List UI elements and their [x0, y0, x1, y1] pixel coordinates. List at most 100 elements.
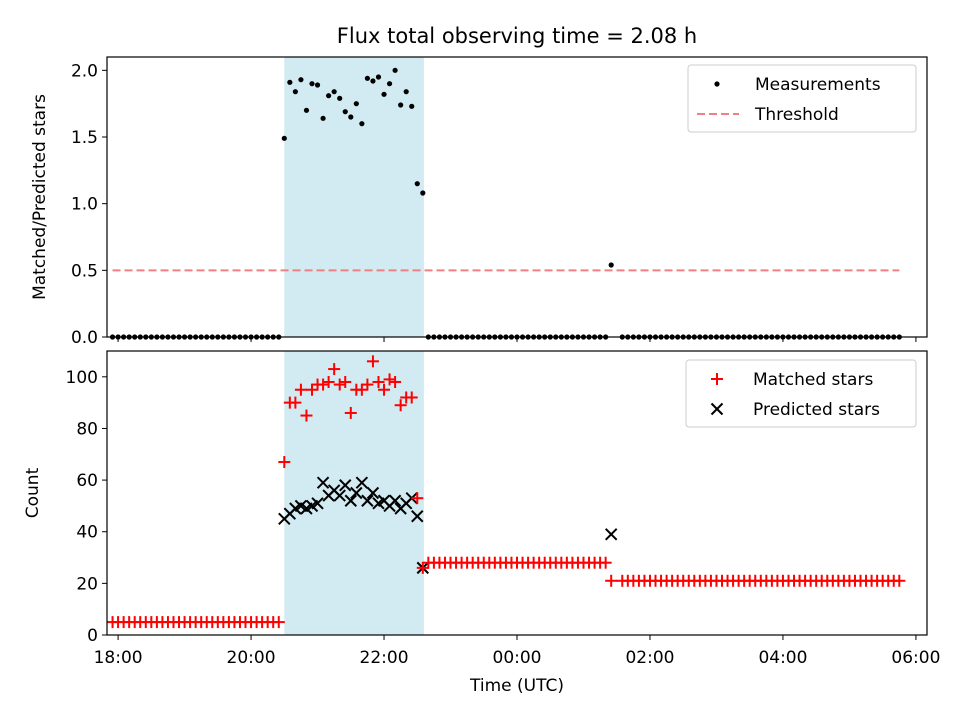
matched-point — [339, 375, 352, 388]
measurement-point — [326, 93, 332, 99]
matched-point — [378, 383, 391, 396]
x-tick-label: 22:00 — [360, 648, 409, 668]
predicted-point — [604, 528, 618, 541]
cross-b — [294, 499, 308, 513]
cross-b — [366, 486, 380, 500]
matched-point — [416, 561, 429, 574]
cross-b — [350, 486, 363, 500]
matched-point — [366, 355, 379, 368]
y-axis-label: Count — [23, 467, 43, 518]
predicted-point — [311, 497, 324, 510]
y-tick-label: 0 — [87, 626, 98, 646]
legend-marker-matched — [711, 373, 723, 385]
matched-point — [344, 406, 357, 419]
legend-label-measurements: Measurements — [755, 75, 881, 95]
cross-b — [604, 528, 618, 541]
predicted-point — [361, 494, 374, 507]
measurement-point — [409, 103, 415, 109]
count-panel: 0 20 40 60 80 100 18:00 20:00 22:00 00:00 02:00 04:… — [23, 350, 940, 668]
measurement-point — [292, 89, 298, 95]
predicted-point — [366, 486, 380, 500]
measurement-point — [398, 102, 404, 108]
matched-point — [333, 378, 346, 391]
legend-label-predicted: Predicted stars — [753, 400, 880, 420]
y-tick-label: 0.0 — [71, 328, 98, 348]
measurement-point — [287, 79, 293, 85]
chart-title: Flux total observing time = 2.08 h — [337, 24, 697, 48]
measurement-point — [381, 91, 387, 97]
matched-point — [405, 391, 418, 404]
matched-point — [372, 375, 385, 388]
measurement-point — [386, 81, 393, 87]
cross-b — [388, 494, 402, 507]
cross-b — [333, 489, 346, 502]
cross-b — [316, 476, 330, 489]
predicted-point — [388, 494, 402, 507]
cross-b — [339, 479, 352, 492]
matched-point — [317, 378, 330, 391]
observing-window-band — [284, 351, 424, 635]
matched-point — [328, 363, 341, 376]
predicted-point — [316, 476, 330, 489]
legend-frame — [687, 64, 917, 133]
x-tick-label: 06:00 — [891, 648, 940, 668]
measurement-point — [608, 262, 614, 268]
ratio-panel: 0.0 0.5 1.0 1.5 2.0 Matched/Predicted stars Me… — [30, 56, 928, 348]
legend: Measurements Threshold — [687, 64, 917, 133]
legend-marker-predicted — [710, 402, 724, 416]
matched-point — [394, 399, 407, 412]
x-tick-label: 04:00 — [758, 648, 807, 668]
measurement-point — [375, 74, 382, 80]
measurement-point — [314, 82, 321, 88]
measurement-point — [303, 107, 310, 113]
matched-point — [411, 492, 424, 505]
matched-point — [322, 375, 335, 388]
measurement-point — [309, 81, 315, 87]
matched-point — [383, 373, 396, 386]
axes-frame — [106, 350, 928, 636]
y-tick-label: 40 — [76, 523, 98, 543]
y-tick-label: 0.5 — [71, 261, 98, 281]
matched-point — [294, 383, 307, 396]
y-tick-label: 60 — [76, 471, 98, 491]
legend-label-threshold: Threshold — [754, 105, 839, 125]
legend-frame — [685, 359, 917, 428]
cross-b — [311, 497, 324, 510]
matched-point — [605, 574, 618, 587]
measurement-point — [364, 75, 371, 81]
matched-point — [306, 383, 318, 396]
measurement-point — [370, 78, 376, 84]
matched-point — [389, 375, 402, 388]
legend-label-matched: Matched stars — [753, 370, 873, 390]
x-tick-label: 20:00 — [227, 648, 276, 668]
cross-b — [710, 402, 724, 416]
matched-point — [361, 378, 374, 391]
matched-point — [289, 396, 302, 409]
legend-marker-measurements — [714, 81, 720, 87]
y-axis-label: Matched/Predicted stars — [30, 94, 50, 300]
measurement-point — [348, 114, 354, 120]
measurement-point — [298, 77, 304, 83]
x-tick-label: 00:00 — [493, 648, 542, 668]
measurement-point — [342, 109, 348, 115]
matched-point — [278, 456, 291, 469]
measurement-point — [281, 135, 287, 141]
measurement-point — [359, 121, 365, 127]
matched-point — [272, 616, 285, 629]
measurement-point — [414, 181, 420, 187]
predicted-point — [411, 510, 424, 523]
predicted-point — [344, 494, 357, 507]
measurement-point — [392, 67, 398, 73]
y-tick-label: 1.0 — [71, 195, 98, 215]
measurement-point — [331, 89, 337, 95]
cross-b — [344, 494, 357, 507]
y-tick-label: 80 — [76, 419, 98, 439]
predicted-point — [355, 476, 369, 489]
y-tick-label: 100 — [66, 368, 98, 388]
x-tick-label: 18:00 — [94, 648, 143, 668]
predicted-point — [350, 486, 363, 500]
predicted-point — [333, 489, 346, 502]
predicted-point — [339, 479, 352, 492]
cross-b — [355, 476, 369, 489]
